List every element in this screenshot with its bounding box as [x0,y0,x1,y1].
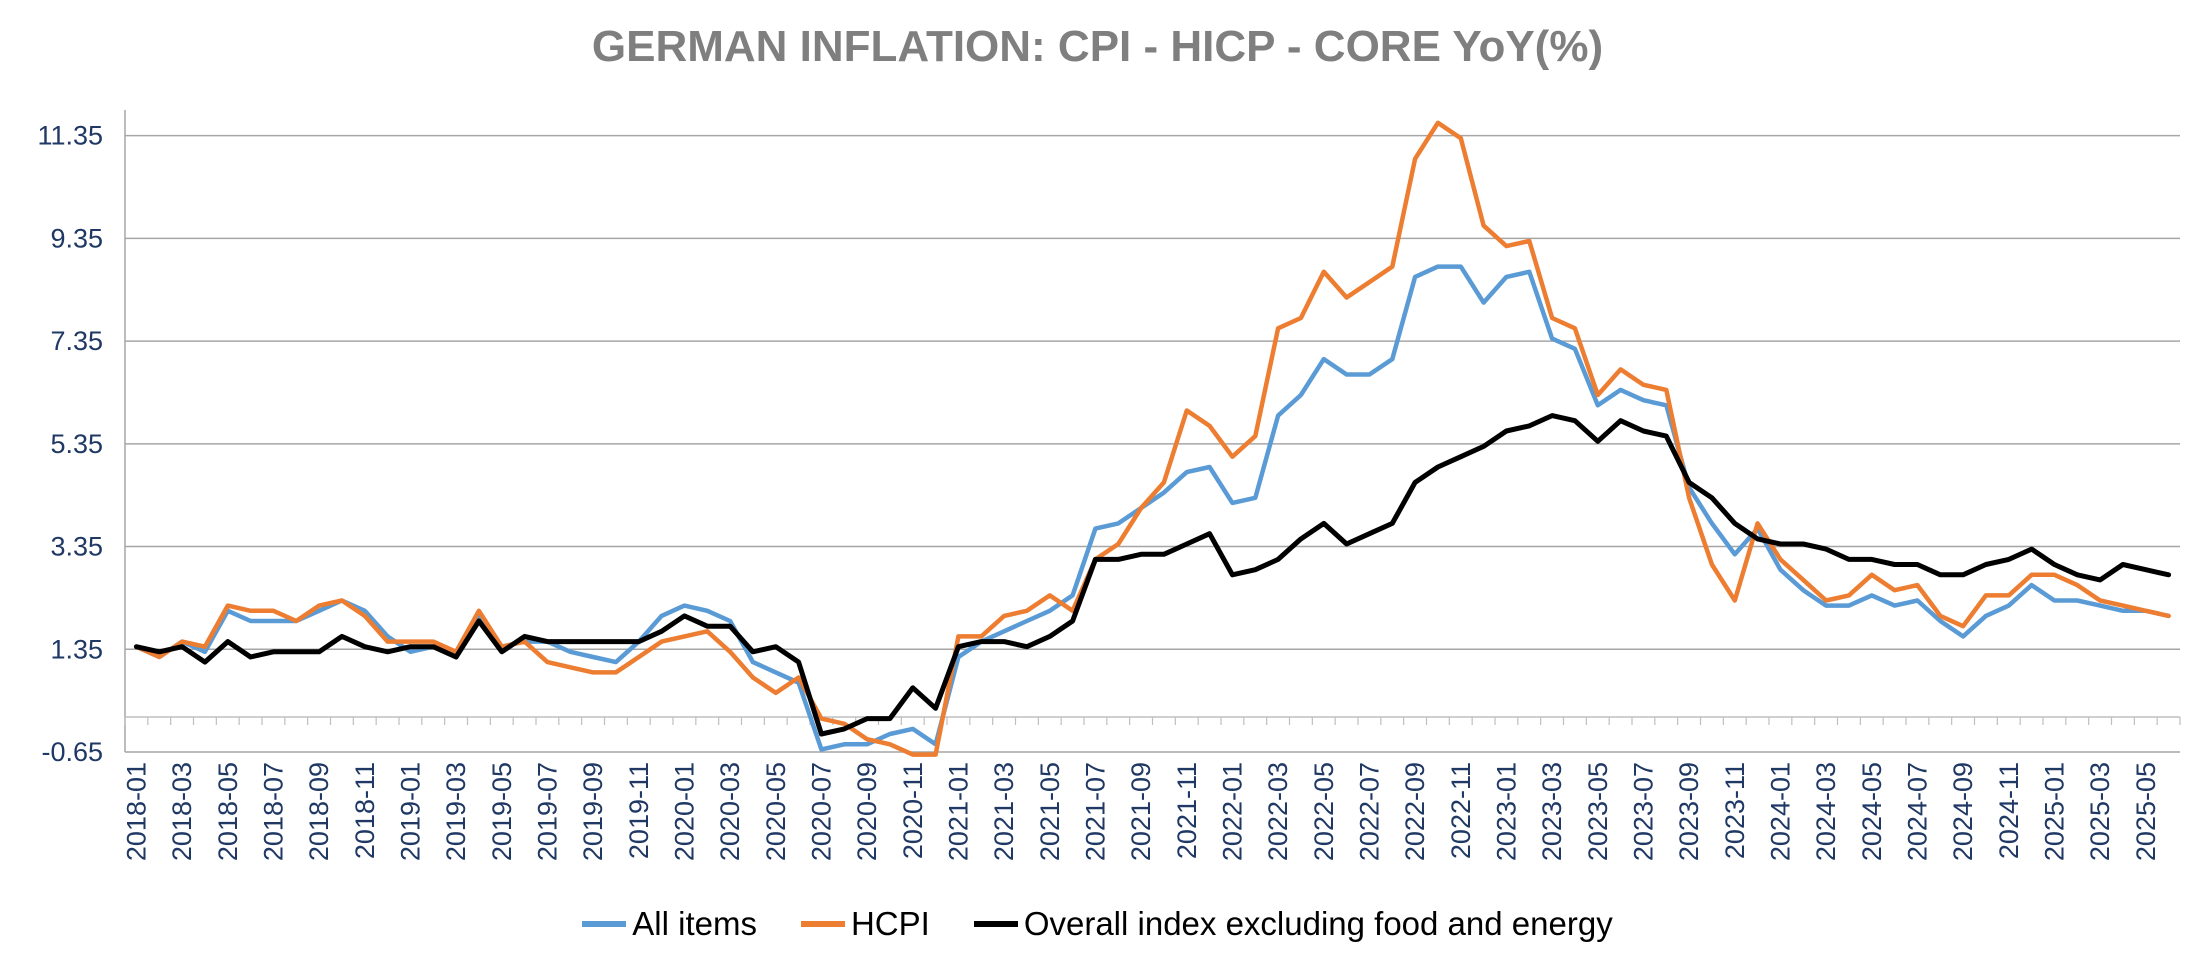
x-tick-label: 2024-07 [1902,762,1932,861]
x-tick-label: 2025-01 [2039,762,2069,861]
x-tick-label: 2025-05 [2131,762,2161,861]
x-tick-label: 2022-07 [1354,762,1384,861]
series-lines [133,120,2172,757]
x-tick-label: 2023-09 [1674,762,1704,861]
x-tick-label: 2019-09 [578,762,608,861]
x-tick-label: 2020-05 [761,762,791,861]
x-tick-label: 2019-01 [395,762,425,861]
x-tick-label: 2021-07 [1080,762,1110,861]
x-tick-label: 2021-11 [1172,762,1202,859]
legend-label-core: Overall index excluding food and energy [1023,905,1613,942]
x-tick-label: 2022-01 [1217,762,1247,861]
gridlines [125,134,2180,753]
x-tick-label: 2018-09 [304,762,334,861]
x-tick-label: 2024-11 [1994,762,2024,859]
chart-title: GERMAN INFLATION: CPI - HICP - CORE YoY(… [591,22,1604,71]
x-tick-label: 2024-05 [1857,762,1887,861]
x-tick-label: 2018-05 [213,762,243,861]
x-tick-label: 2018-01 [121,762,151,861]
y-tick-label: 1.35 [50,634,103,664]
x-tick-label: 2022-11 [1446,762,1476,859]
y-tick-label: 9.35 [50,223,103,253]
legend-label-all-items: All items [632,905,757,942]
x-tick-label: 2018-11 [350,762,380,859]
legend-item-core: Overall index excluding food and energy [973,905,1613,943]
series-line-overall-index-excluding-food-and-energy [133,413,2172,737]
legend-swatch-hcpi [800,921,845,927]
x-tick-labels: 2018-01 2018-03 2018-05 2018-07 2018-09 2018-… [121,762,2160,861]
legend-swatch-core [973,921,1018,927]
y-tick-label: 5.35 [50,429,103,459]
x-tick-label: 2021-05 [1035,762,1065,861]
x-tick-label: 2022-09 [1400,762,1430,861]
x-tick-label: 2022-03 [1263,762,1293,861]
x-tick-label: 2023-01 [1491,762,1521,861]
x-tick-label: 2020-09 [852,762,882,861]
x-tick-label: 2021-01 [943,762,973,861]
x-tick-label: 2019-11 [624,762,654,859]
series-line-hcpi [134,120,2171,757]
y-tick-label: 7.35 [50,326,103,356]
x-tick-label: 2024-01 [1765,762,1795,861]
x-tick-label: 2020-01 [669,762,699,861]
x-tick-label: 2025-03 [2085,762,2115,861]
x-tick-label: 2020-07 [806,762,836,861]
series-line-all-items [134,264,2171,752]
x-tick-label: 2022-05 [1309,762,1339,861]
legend: All items HCPI Overall index excluding f… [0,905,2195,943]
legend-label-hcpi: HCPI [850,905,930,942]
x-tick-label: 2020-11 [898,762,928,859]
y-tick-labels: -0.65 1.35 3.35 5.35 7.35 9.35 11.35 [37,121,103,767]
y-tick-label: 3.35 [50,532,103,562]
x-tick-label: 2021-03 [989,762,1019,861]
legend-item-all-items: All items [582,905,757,943]
x-tick-label: 2023-11 [1720,762,1750,859]
x-tick-label: 2020-03 [715,762,745,861]
axes [124,110,2181,752]
legend-item-hcpi: HCPI [800,905,930,943]
x-tick-label: 2019-03 [441,762,471,861]
x-tick-label: 2019-07 [532,762,562,861]
legend-swatch-all-items [582,921,627,927]
x-tick-label: 2024-03 [1811,762,1841,861]
x-tick-label: 2024-09 [1948,762,1978,861]
x-tick-label: 2021-09 [1126,762,1156,861]
x-tick-label: 2023-05 [1583,762,1613,861]
x-tick-label: 2023-07 [1628,762,1658,861]
x-tick-label: 2018-07 [258,762,288,861]
x-tick-label: 2018-03 [167,762,197,861]
x-tick-label: 2019-05 [487,762,517,861]
x-tick-label: 2023-03 [1537,762,1567,861]
y-tick-label: 11.35 [37,121,103,151]
y-tick-label: -0.65 [41,737,103,767]
